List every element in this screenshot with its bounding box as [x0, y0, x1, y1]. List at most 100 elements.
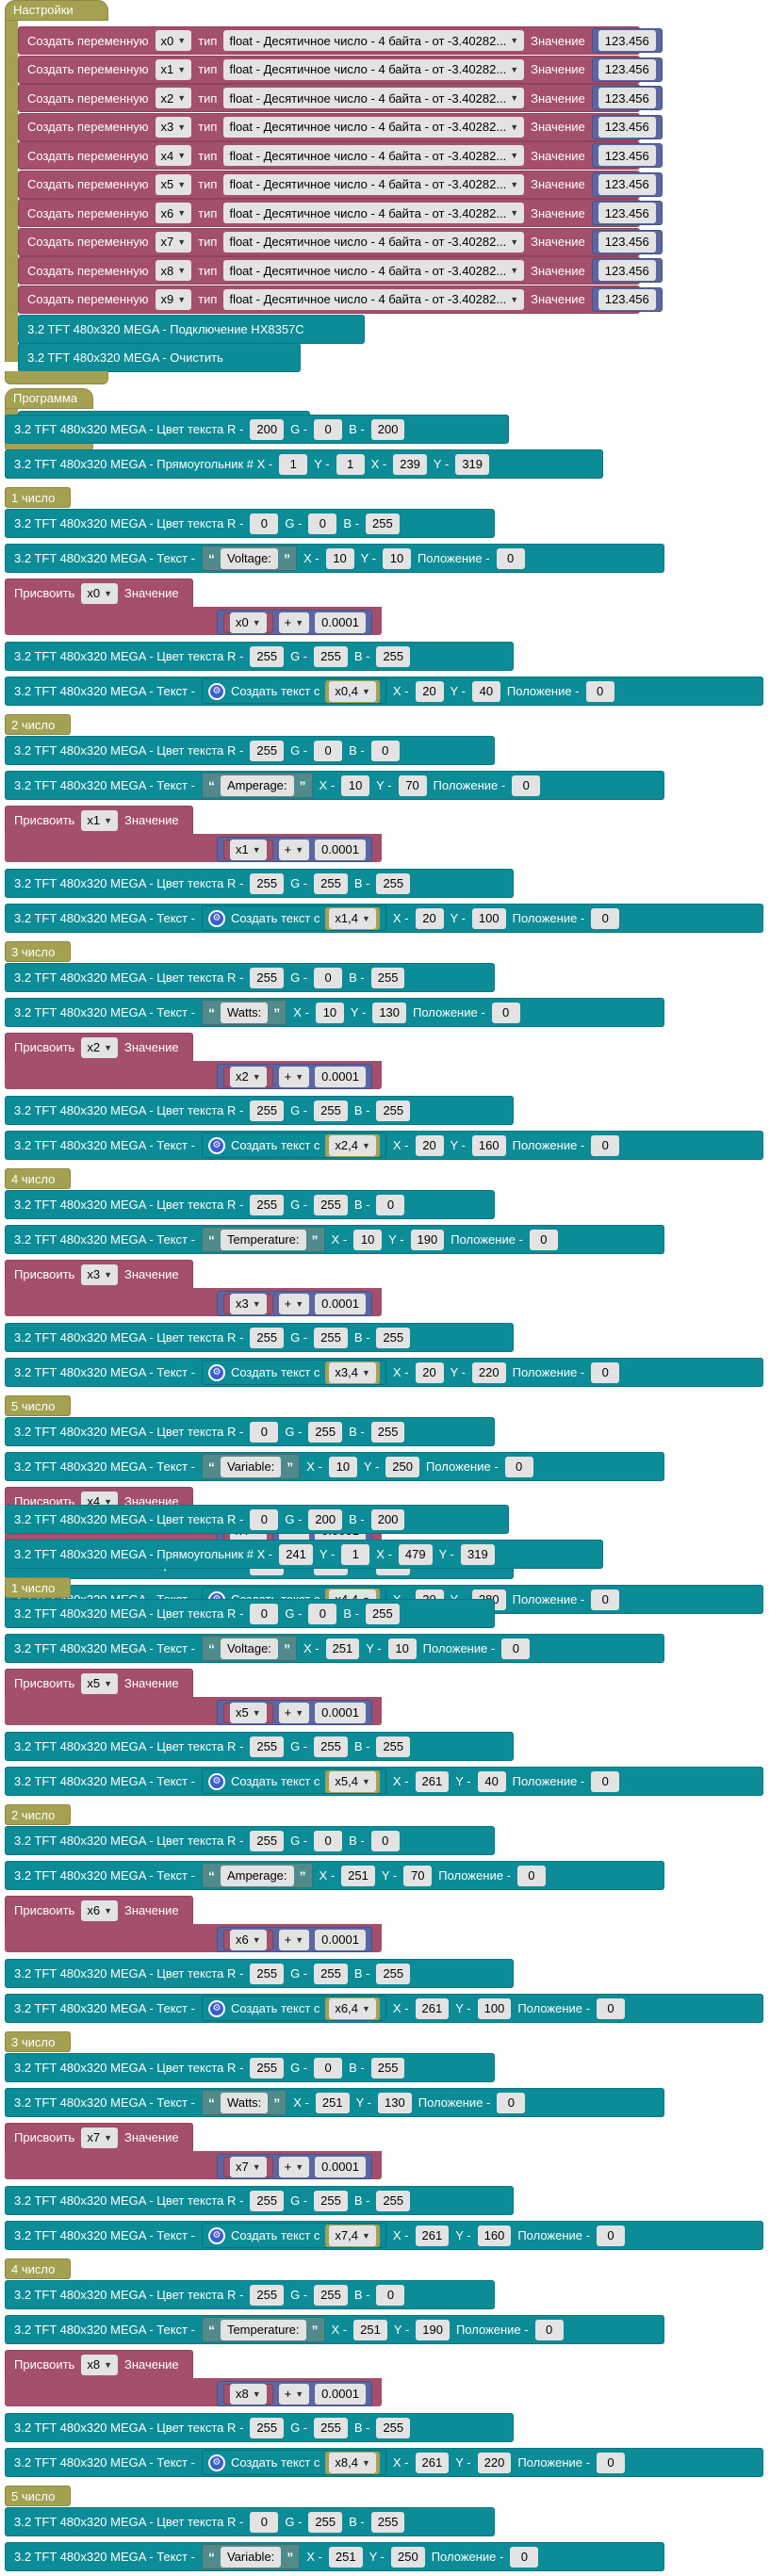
type-dropdown[interactable]: float - Десятичное число - 4 байта - от … [223, 145, 525, 166]
b-field[interactable]: 255 [376, 1100, 411, 1121]
g-field[interactable]: 255 [314, 645, 348, 667]
value-x-field[interactable]: 20 [415, 1361, 444, 1383]
type-dropdown[interactable]: float - Десятичное число - 4 байта - от … [223, 116, 525, 138]
create-variable-block[interactable]: Создать переменную x0 ▼ тип float - Десятичн… [18, 26, 663, 55]
g-field[interactable]: 0 [314, 2057, 343, 2079]
draw-text-block[interactable]: 3.2 TFT 480x320 MEGA - Текст - “ Watts:” X … [5, 998, 664, 1027]
text-color-block[interactable]: 3.2 TFT 480x320 MEGA - Цвет текста R - 25… [5, 1096, 514, 1125]
text-y-field[interactable]: 190 [416, 2319, 450, 2340]
position-field[interactable]: 0 [596, 1997, 625, 2019]
assign-variable-dropdown[interactable]: x5 ▼ [81, 1672, 118, 1694]
r-field[interactable]: 255 [250, 2057, 285, 2079]
value-y-field[interactable]: 100 [471, 907, 506, 929]
string-block[interactable]: “ Voltage: ” [201, 546, 297, 571]
position-field[interactable]: 0 [516, 1865, 546, 1886]
r-field[interactable]: 0 [250, 513, 279, 534]
format-var-dropdown[interactable]: x0,4 ▼ [329, 680, 376, 702]
operator-dropdown[interactable]: +▼ [278, 839, 310, 860]
g-field[interactable]: 255 [314, 1327, 348, 1348]
b-field[interactable]: 255 [376, 2190, 411, 2211]
value-field[interactable]: 123.456 [598, 145, 656, 166]
position-field[interactable]: 0 [510, 2546, 539, 2568]
assign-variable-block[interactable]: Присвоить x0 ▼ Значение [5, 579, 193, 608]
text-x-field[interactable]: 10 [315, 1002, 344, 1023]
draw-value-text-block[interactable]: 3.2 TFT 480x320 MEGA - Текст - ⚙ Создать т… [5, 1994, 763, 2023]
r-field[interactable]: 255 [250, 1963, 285, 1984]
caption-field[interactable]: Variable: [220, 1456, 282, 1477]
string-block[interactable]: “ Variable: ” [201, 2544, 301, 2569]
value-y-field[interactable]: 40 [471, 680, 500, 702]
text-y-field[interactable]: 130 [372, 1002, 407, 1023]
variable-get-block[interactable]: x6 ▼ [223, 1929, 273, 1950]
position-field[interactable]: 0 [491, 1002, 520, 1023]
create-variable-block[interactable]: Создать переменную x8 ▼ тип float - Десятичн… [18, 256, 663, 285]
text-color-block[interactable]: 3.2 TFT 480x320 MEGA - Цвет текста R - 25… [5, 1826, 495, 1855]
rectangle-block[interactable]: 3.2 TFT 480x320 MEGA - Прямоугольник # X… [5, 449, 603, 479]
r-field[interactable]: 255 [250, 872, 285, 894]
b-field[interactable]: 0 [370, 740, 400, 761]
r-field[interactable]: 255 [250, 645, 285, 667]
type-dropdown[interactable]: float - Десятичное число - 4 байта - от … [223, 288, 525, 310]
value-y-field[interactable]: 40 [477, 1770, 506, 1792]
gear-icon[interactable]: ⚙ [207, 909, 225, 927]
b-field[interactable]: 0 [376, 1194, 405, 1215]
number-block[interactable]: 123.456 [591, 143, 663, 168]
variable-name-dropdown[interactable]: x0 ▼ [155, 30, 192, 51]
format-var-block[interactable]: x6,4 ▼ [325, 1997, 380, 2020]
format-var-dropdown[interactable]: x5,4 ▼ [329, 1770, 376, 1792]
text-color-block[interactable]: 3.2 TFT 480x320 MEGA - Цвет текста R - 25… [5, 1732, 514, 1761]
r-field[interactable]: 200 [250, 418, 285, 440]
string-block[interactable]: “ Watts:” [201, 1000, 287, 1025]
text-color-block[interactable]: 3.2 TFT 480x320 MEGA - Цвет текста R - 25… [5, 736, 495, 765]
format-var-dropdown[interactable]: x3,4 ▼ [329, 1361, 376, 1383]
math-add-block[interactable]: x5 ▼ + ▼ 0.0001 [217, 1700, 372, 1725]
format-var-block[interactable]: x7,4 ▼ [325, 2224, 380, 2247]
b-field[interactable]: 255 [376, 1963, 411, 1984]
increment-field[interactable]: 0.0001 [315, 1066, 366, 1087]
create-text-block[interactable]: ⚙ Создать текст с x8,4 ▼ [201, 2450, 386, 2475]
number-block[interactable]: 123.456 [591, 201, 663, 225]
value-x-field[interactable]: 261 [415, 2225, 450, 2246]
assign-variable-block[interactable]: Присвоить x2 ▼ Значение [5, 1033, 193, 1062]
value-y-field[interactable]: 100 [477, 1997, 512, 2019]
string-block[interactable]: “ Amperage: ” [201, 773, 313, 798]
draw-text-block[interactable]: 3.2 TFT 480x320 MEGA - Текст - “ Variable:… [5, 2542, 664, 2571]
value-field[interactable]: 123.456 [598, 58, 656, 80]
rect-x2-field[interactable]: 239 [393, 453, 427, 475]
assign-variable-block[interactable]: Присвоить x1 ▼ Значение [5, 806, 193, 835]
b-field[interactable]: 255 [370, 967, 405, 988]
get-variable-dropdown[interactable]: x2 ▼ [230, 1066, 267, 1087]
text-x-field[interactable]: 10 [353, 1229, 383, 1250]
format-var-dropdown[interactable]: x6,4 ▼ [329, 1997, 376, 2019]
text-color-block[interactable]: 3.2 TFT 480x320 MEGA - Цвет текста R - 25… [5, 1959, 514, 1988]
increment-field[interactable]: 0.0001 [315, 839, 366, 860]
text-x-field[interactable]: 251 [315, 2092, 350, 2113]
operator-dropdown[interactable]: +▼ [278, 1066, 310, 1087]
draw-value-text-block[interactable]: 3.2 TFT 480x320 MEGA - Текст - ⚙ Создать т… [5, 904, 763, 933]
text-x-field[interactable]: 10 [328, 1456, 357, 1477]
caption-field[interactable]: Watts: [220, 1002, 269, 1023]
text-y-field[interactable]: 250 [391, 2546, 425, 2568]
create-text-block[interactable]: ⚙ Создать текст с x5,4 ▼ [201, 1769, 386, 1794]
format-var-block[interactable]: x2,4 ▼ [325, 1133, 380, 1157]
value-x-field[interactable]: 20 [415, 1134, 444, 1156]
math-add-block[interactable]: x2 ▼ + ▼ 0.0001 [217, 1064, 372, 1089]
variable-name-dropdown[interactable]: x9 ▼ [155, 288, 192, 310]
string-block[interactable]: “ Watts:” [201, 2090, 287, 2115]
assign-variable-block[interactable]: Присвоить x3 ▼ Значение [5, 1260, 193, 1289]
position-field[interactable]: 0 [591, 1134, 620, 1156]
b-field[interactable]: 255 [366, 1603, 400, 1624]
caption-field[interactable]: Temperature: [220, 2319, 306, 2340]
create-text-block[interactable]: ⚙ Создать текст с x7,4 ▼ [201, 2223, 386, 2248]
variable-get-block[interactable]: x3 ▼ [223, 1293, 273, 1314]
r-field[interactable]: 255 [250, 967, 285, 988]
assign-variable-block[interactable]: Присвоить x7 ▼ Значение [5, 2123, 193, 2152]
draw-text-block[interactable]: 3.2 TFT 480x320 MEGA - Текст - “ Variable:… [5, 1452, 664, 1481]
b-field[interactable]: 200 [370, 1508, 405, 1530]
section-label-block[interactable]: 2 число [5, 714, 71, 735]
section-label-block[interactable]: 3 число [5, 2031, 71, 2052]
text-color-block[interactable]: 3.2 TFT 480x320 MEGA - Цвет текста R - 25… [5, 2053, 495, 2082]
